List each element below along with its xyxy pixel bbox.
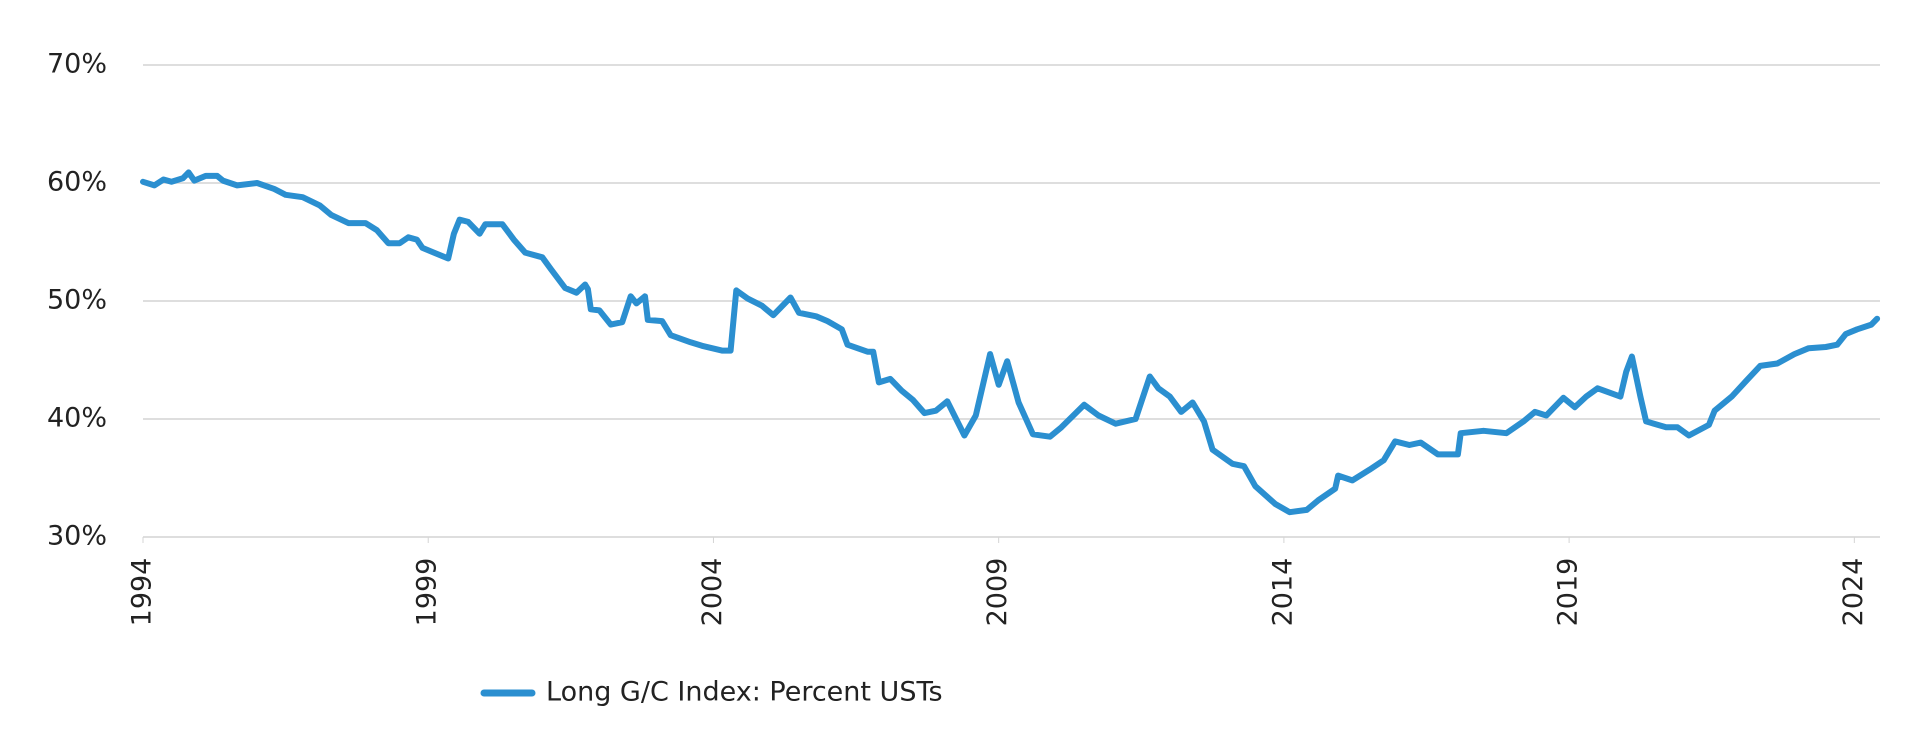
line <box>140 169 1881 516</box>
x-tick-label: 2009 <box>982 558 1013 627</box>
x-tick-label: 1994 <box>127 558 158 627</box>
x-tick-label: 1999 <box>412 558 443 627</box>
x-tick-label: 2004 <box>697 558 728 627</box>
y-tick-label: 60% <box>47 167 107 198</box>
y-tick-label: 30% <box>47 521 107 552</box>
x-tick-label: 2014 <box>1267 558 1298 627</box>
x-tick-label: 2024 <box>1838 558 1869 627</box>
y-tick-label: 50% <box>47 285 107 316</box>
y-tick-label: 70% <box>47 49 107 80</box>
y-tick-label: 40% <box>47 403 107 434</box>
legend-label: Long G/C Index: Percent USTs <box>546 677 943 708</box>
x-tick-label: 2019 <box>1553 558 1584 627</box>
